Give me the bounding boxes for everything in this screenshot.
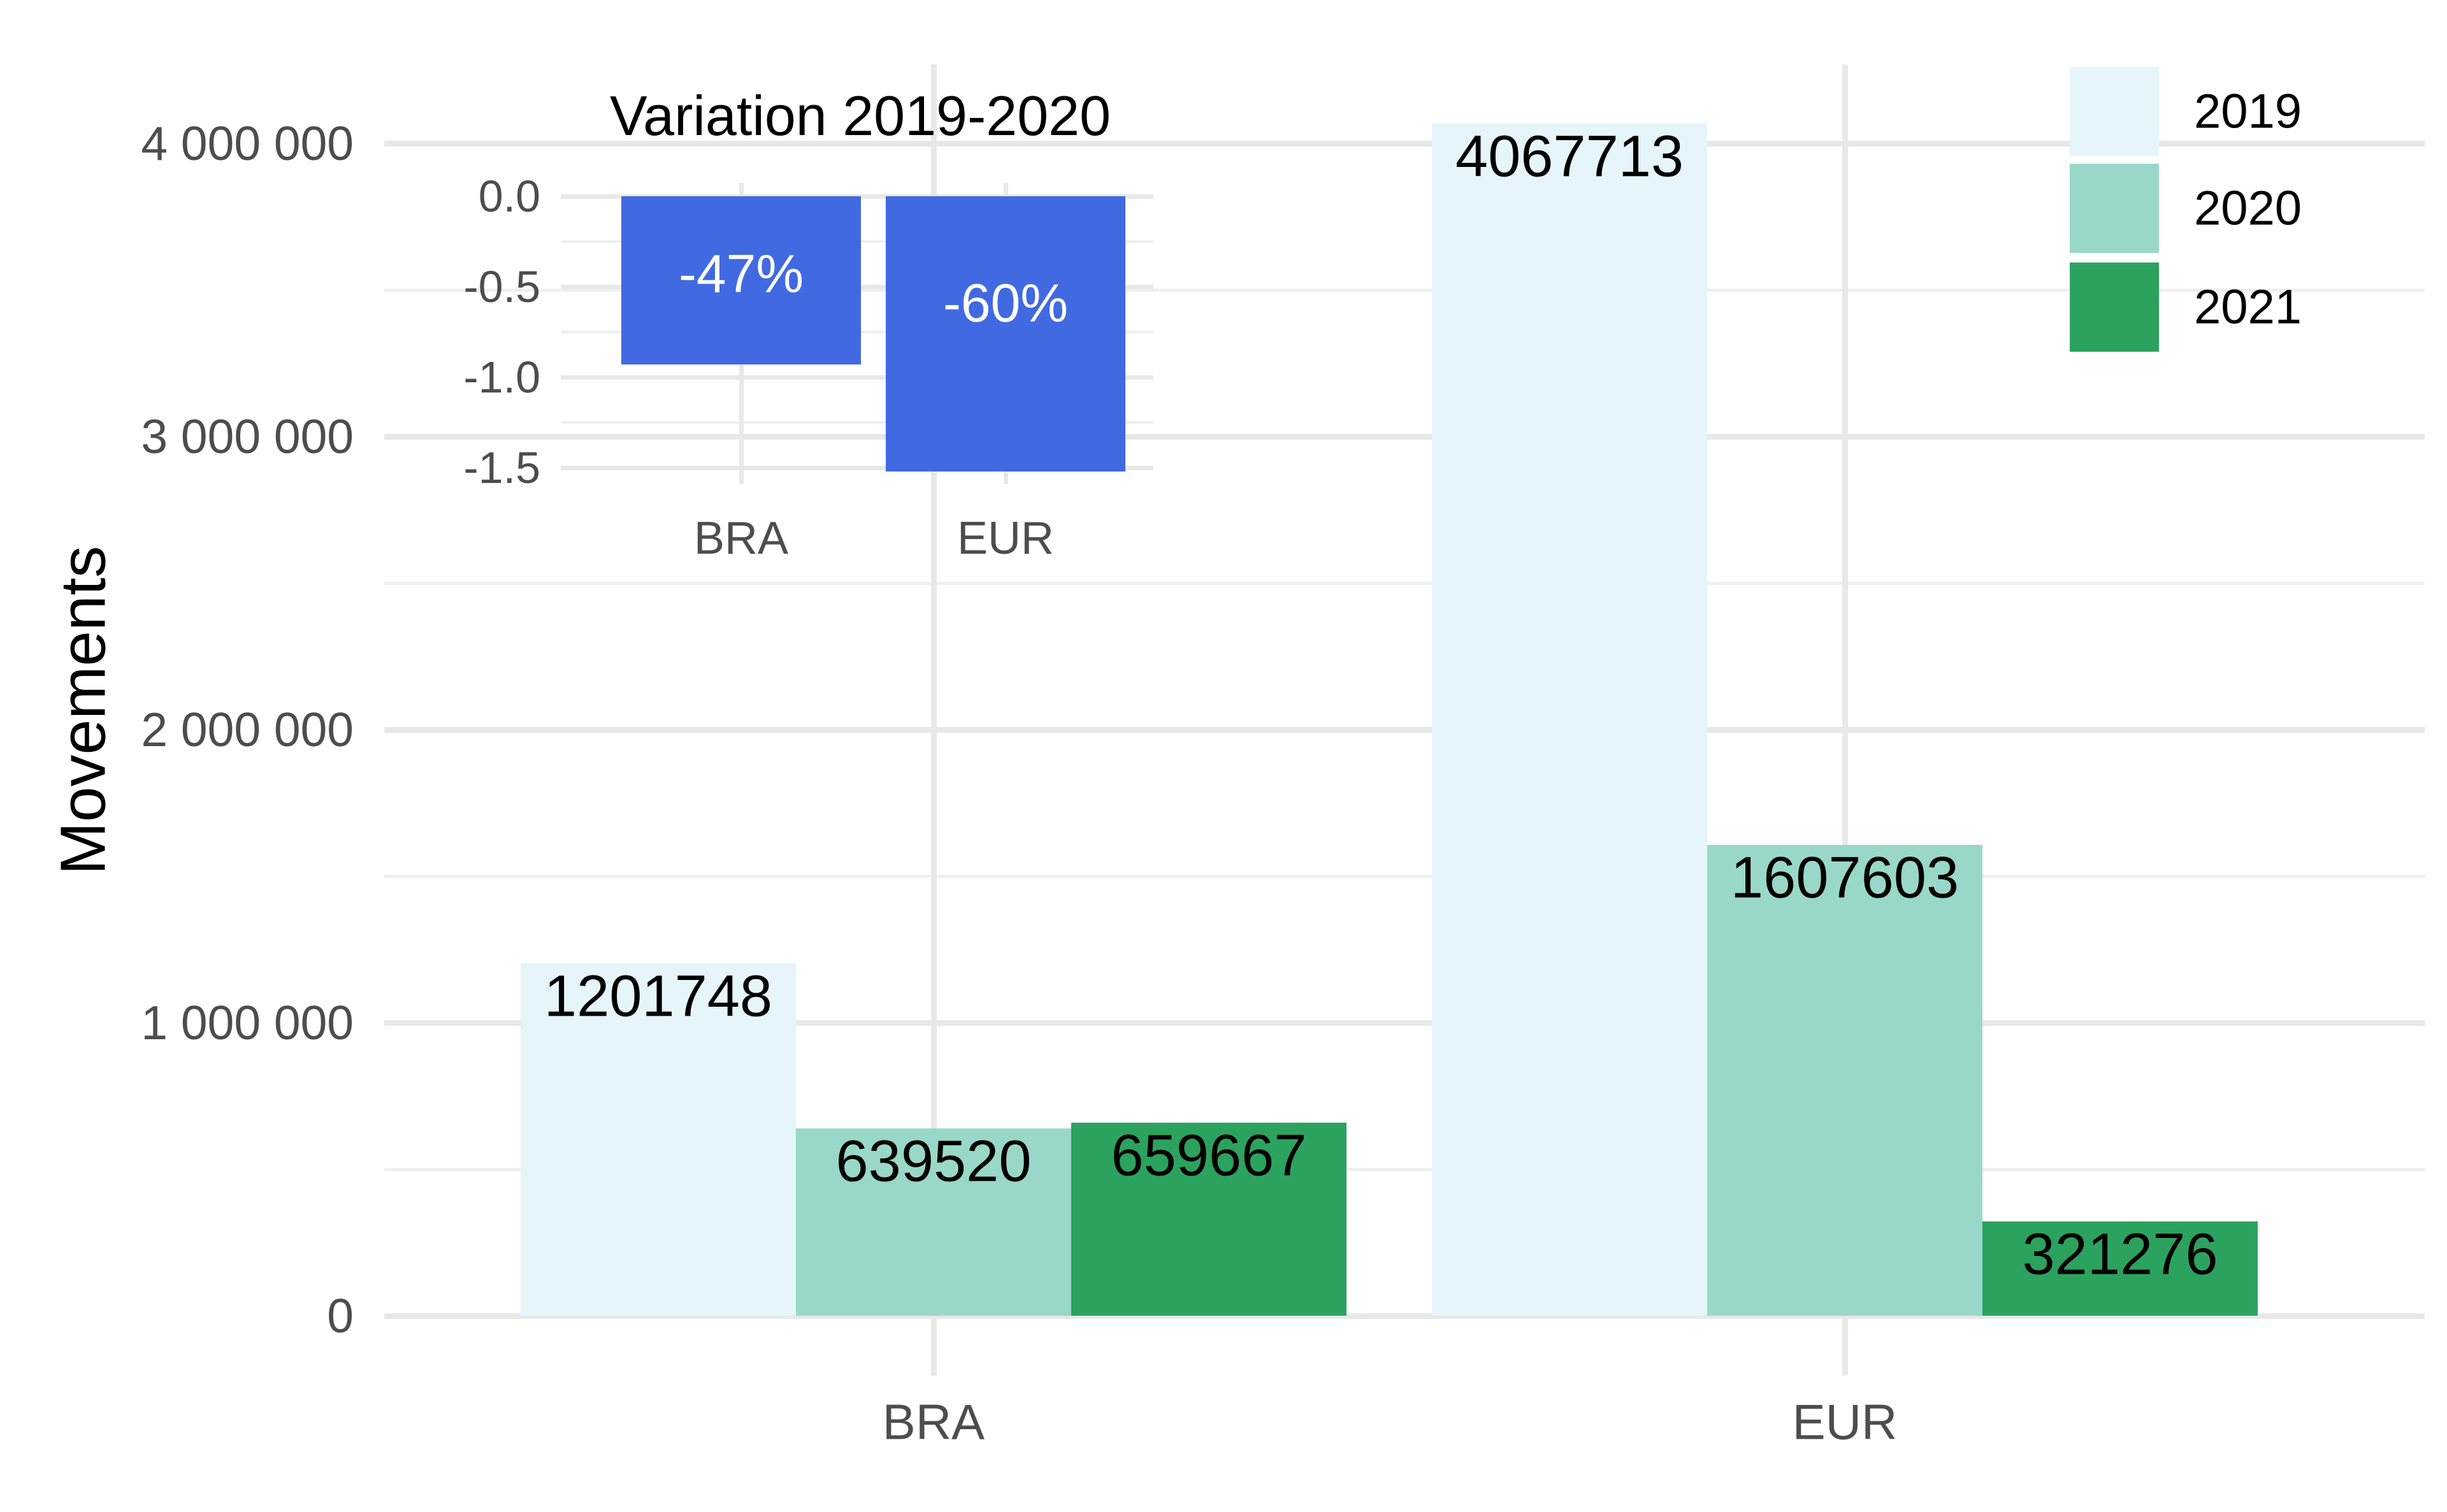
- main-y-tick-label: 1 000 000: [141, 996, 354, 1049]
- bar-value-label: 1201748: [544, 963, 773, 1029]
- inset-gridline-major: [561, 375, 1153, 380]
- main-y-tick-label: 0: [327, 1289, 354, 1343]
- main-gridline-major: [384, 433, 2425, 440]
- main-gridline-major: [384, 1313, 2425, 1319]
- main-gridline-vertical: [930, 64, 937, 1376]
- main-gridline-minor: [384, 288, 2425, 292]
- y-axis-title: Movements: [47, 545, 119, 875]
- legend-key-2020: [2070, 164, 2159, 253]
- main-y-tick-label: 3 000 000: [141, 410, 354, 463]
- main-y-tick-label: 2 000 000: [141, 703, 354, 756]
- inset-y-tick-label: -0.5: [463, 262, 540, 312]
- inset-bar-value-label: -47%: [678, 243, 804, 304]
- inset-title: Variation 2019-2020: [609, 84, 1111, 147]
- inset-y-tick-label: -1.0: [463, 352, 540, 402]
- legend-label-2021: 2021: [2194, 280, 2302, 335]
- bar-2020-EUR: [1707, 844, 1982, 1316]
- bar-2021-BRA: [1071, 1122, 1346, 1316]
- main-y-tick-label: 4 000 000: [141, 117, 354, 170]
- main-gridline-vertical: [1842, 64, 1848, 1376]
- bar-value-label: 1607603: [1730, 845, 1960, 910]
- main-x-tick-label: BRA: [882, 1393, 985, 1450]
- bar-value-label: 659667: [1111, 1123, 1307, 1188]
- main-gridline-minor: [384, 581, 2425, 585]
- main-x-tick-label: EUR: [1792, 1393, 1898, 1450]
- bar-value-label: 321276: [2022, 1221, 2218, 1287]
- main-gridline-major: [384, 726, 2425, 733]
- main-gridline-minor: [384, 874, 2425, 878]
- inset-bar-value-label: -60%: [942, 273, 1069, 333]
- bar-2019-EUR: [1432, 123, 1707, 1316]
- inset-gridline-minor: [561, 421, 1153, 424]
- bar-2020-BRA: [796, 1128, 1071, 1316]
- main-gridline-major: [384, 1019, 2425, 1026]
- inset-y-tick-label: -1.5: [463, 443, 540, 493]
- inset-x-tick-label: BRA: [693, 513, 789, 564]
- main-gridline-major: [384, 140, 2425, 147]
- inset-gridline-major: [561, 465, 1153, 470]
- legend-label-2020: 2020: [2194, 181, 2302, 236]
- legend-label-2019: 2019: [2194, 84, 2302, 139]
- bar-value-label: 4067713: [1455, 124, 1684, 189]
- bar-value-label: 639520: [835, 1128, 1032, 1194]
- bar-2019-BRA: [521, 963, 796, 1316]
- inset-x-tick-label: EUR: [956, 513, 1055, 564]
- inset-bar-EUR: [886, 196, 1125, 472]
- legend-key-2021: [2070, 263, 2159, 352]
- inset-bar-BRA: [621, 196, 861, 365]
- main-gridline-minor: [384, 1167, 2425, 1171]
- legend-key-2019: [2070, 67, 2159, 156]
- inset-y-tick-label: 0.0: [478, 171, 540, 221]
- bar-2021-EUR: [1982, 1221, 2258, 1316]
